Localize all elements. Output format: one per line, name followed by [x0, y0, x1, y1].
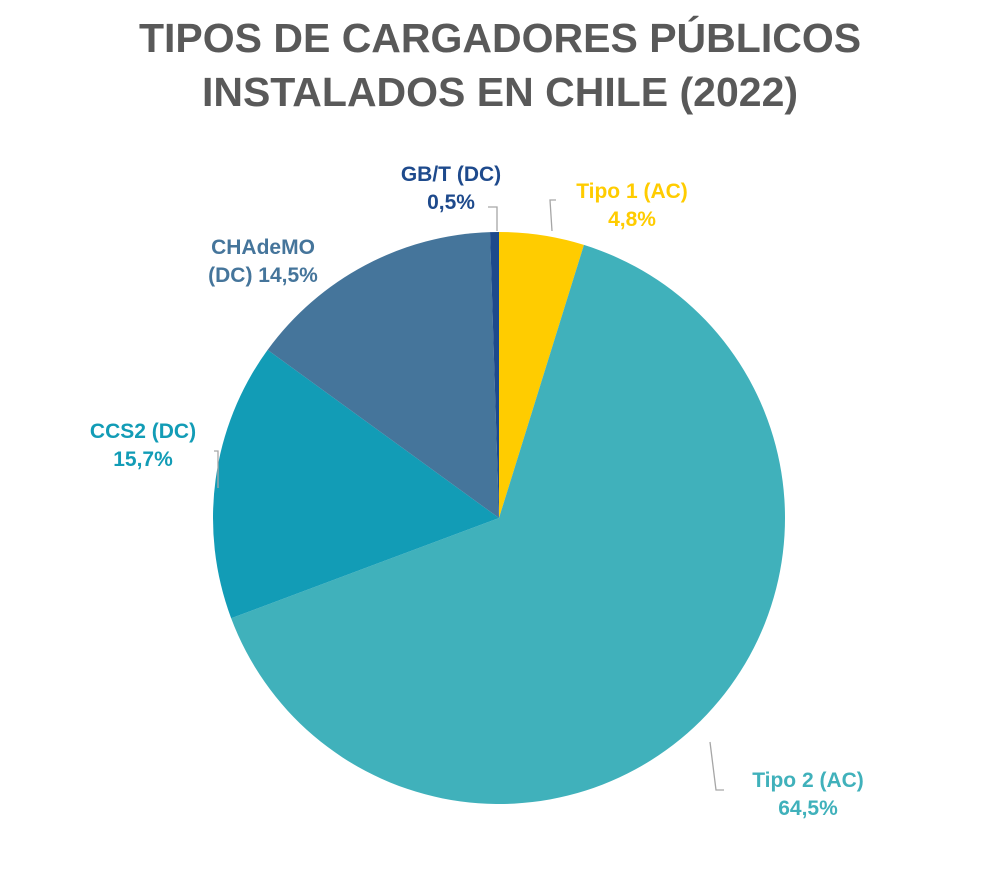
pie-slices: [213, 232, 786, 805]
leader-line-3: [214, 450, 219, 488]
data-label-line: GB/T (DC): [401, 163, 501, 186]
pie-slice-2: [231, 244, 786, 805]
data-label-1: Tipo 1 (AC) 4,8%: [576, 180, 688, 231]
data-label-5: GB/T (DC) 0,5%: [401, 163, 501, 214]
data-label-line: 4,8%: [608, 208, 656, 231]
data-label-line: 15,7%: [113, 448, 173, 471]
data-label-line: 64,5%: [778, 797, 838, 820]
pie-slice-1: [499, 232, 584, 518]
data-label-line: (DC) 14,5%: [208, 264, 318, 287]
leader-line-1: [549, 199, 556, 232]
pie-slice-3: [213, 349, 500, 619]
data-label-3: CCS2 (DC) 15,7%: [90, 420, 196, 471]
pie-slice-4: [267, 232, 499, 518]
data-label-line: Tipo 2 (AC): [752, 769, 864, 792]
slice-labels: Tipo 1 (AC) 4,8% Tipo 2 (AC) 64,5% CCS2 (DC)…: [90, 163, 864, 820]
data-label-4: CHAdeMO (DC) 14,5%: [208, 236, 318, 287]
data-label-line: Tipo 1 (AC): [576, 180, 688, 203]
leader-lines: [214, 199, 724, 791]
data-label-line: 0,5%: [427, 191, 475, 214]
chart-title-line-2: INSTALADOS EN CHILE (2022): [202, 69, 798, 115]
chart-title-line-1: TIPOS DE CARGADORES PÚBLICOS: [139, 15, 861, 61]
leader-line-5: [488, 206, 498, 231]
data-label-line: CCS2 (DC): [90, 420, 196, 443]
pie-slice-5: [490, 232, 499, 518]
leader-line-2: [709, 741, 724, 791]
data-label-line: CHAdeMO: [211, 236, 315, 259]
data-label-2: Tipo 2 (AC) 64,5%: [752, 769, 864, 820]
